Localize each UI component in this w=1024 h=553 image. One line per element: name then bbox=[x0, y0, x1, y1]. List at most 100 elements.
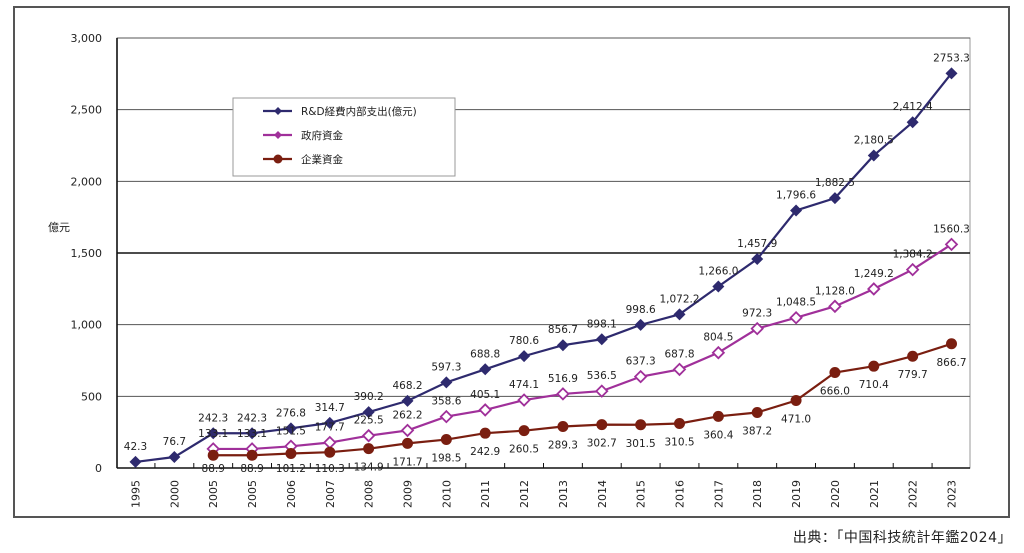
legend-entry: 企業資金 bbox=[301, 153, 343, 166]
data-label: 637.3 bbox=[626, 356, 656, 368]
data-label: 597.3 bbox=[431, 361, 461, 373]
x-tick-label: 2020 bbox=[829, 480, 842, 508]
x-tick-label: 2014 bbox=[596, 480, 609, 508]
data-label: 687.8 bbox=[664, 348, 694, 360]
data-point bbox=[284, 422, 297, 435]
data-point bbox=[517, 393, 531, 407]
legend-marker bbox=[273, 154, 283, 164]
data-point bbox=[595, 333, 608, 346]
data-label: 536.5 bbox=[587, 370, 617, 382]
data-label: 2753.3 bbox=[933, 52, 970, 64]
data-point bbox=[323, 435, 337, 450]
data-label: 387.2 bbox=[742, 426, 772, 438]
data-point bbox=[556, 339, 569, 352]
data-point bbox=[944, 237, 959, 252]
data-point bbox=[634, 318, 647, 331]
data-point bbox=[479, 363, 492, 376]
data-point bbox=[674, 417, 685, 429]
data-point bbox=[246, 449, 258, 461]
series-line bbox=[213, 243, 953, 451]
data-point bbox=[751, 253, 764, 266]
data-point bbox=[362, 406, 375, 419]
data-point bbox=[751, 407, 763, 419]
data-label: 779.7 bbox=[898, 369, 928, 381]
data-label: 898.1 bbox=[587, 318, 617, 330]
data-point bbox=[400, 423, 415, 438]
x-tick-label: 2017 bbox=[712, 480, 725, 508]
data-point bbox=[557, 421, 569, 433]
data-point bbox=[324, 446, 336, 458]
data-label: 1,796.6 bbox=[776, 189, 816, 201]
data-label: 474.1 bbox=[509, 379, 539, 391]
data-label: 972.3 bbox=[742, 308, 772, 320]
data-point bbox=[595, 384, 609, 398]
data-point bbox=[479, 427, 491, 439]
data-label: 666.0 bbox=[820, 386, 850, 398]
x-tick-label: 2008 bbox=[363, 480, 376, 508]
data-label: 1,384.2 bbox=[893, 249, 933, 261]
data-point bbox=[946, 338, 957, 350]
data-point bbox=[789, 310, 803, 325]
data-label: 301.5 bbox=[626, 438, 656, 450]
data-label: 780.6 bbox=[509, 335, 539, 347]
legend-entry: R&D経費内部支出(億元) bbox=[301, 105, 417, 118]
data-label: 133.1 bbox=[237, 428, 267, 440]
x-tick-label: 2000 bbox=[168, 480, 181, 508]
data-label: 360.4 bbox=[703, 429, 733, 441]
data-point bbox=[711, 345, 726, 360]
data-label: 289.3 bbox=[548, 440, 578, 452]
data-label: 390.2 bbox=[354, 391, 384, 403]
legend-marker bbox=[274, 131, 282, 139]
data-label: 688.8 bbox=[470, 348, 500, 360]
data-label: 866.7 bbox=[936, 357, 966, 369]
x-tick-label: 2007 bbox=[324, 480, 337, 508]
y-tick-label: 1,500 bbox=[71, 247, 103, 260]
legend-box bbox=[232, 97, 456, 177]
data-label: 2,180.5 bbox=[854, 134, 894, 146]
data-point bbox=[596, 419, 608, 431]
chart-frame bbox=[13, 6, 1010, 518]
data-point bbox=[478, 403, 492, 417]
data-label: 101.2 bbox=[276, 463, 306, 475]
data-label: 151.5 bbox=[276, 425, 306, 437]
legend-entry: 政府資金 bbox=[301, 129, 343, 142]
data-label: 358.6 bbox=[431, 396, 461, 408]
data-label: 133.1 bbox=[198, 428, 228, 440]
data-point bbox=[361, 428, 376, 443]
data-label: 1,882.5 bbox=[815, 177, 855, 189]
data-point bbox=[246, 427, 259, 440]
source-note: 出典：「中国科技統計年鑑2024」 bbox=[792, 530, 1012, 546]
data-point bbox=[439, 409, 454, 424]
data-point bbox=[556, 387, 570, 401]
data-point bbox=[518, 350, 531, 363]
data-label: 314.7 bbox=[315, 402, 345, 414]
x-tick-label: 2015 bbox=[635, 480, 648, 508]
series-line bbox=[135, 72, 953, 464]
data-point bbox=[828, 192, 841, 205]
data-label: 88.9 bbox=[240, 463, 263, 475]
data-point bbox=[129, 455, 142, 468]
data-label: 310.5 bbox=[664, 436, 694, 448]
data-point bbox=[945, 67, 958, 80]
data-point bbox=[905, 262, 920, 277]
y-axis-label: 億元 bbox=[48, 221, 70, 234]
data-label: 302.7 bbox=[587, 438, 617, 450]
data-point bbox=[635, 419, 647, 431]
data-label: 242.9 bbox=[470, 446, 500, 458]
data-label: 110.3 bbox=[315, 463, 345, 475]
x-tick-label: 1995 bbox=[130, 480, 143, 508]
x-tick-label: 2005 bbox=[246, 480, 259, 508]
data-point bbox=[829, 367, 841, 379]
data-label: 1,072.2 bbox=[659, 293, 699, 305]
data-point bbox=[440, 376, 453, 389]
y-tick-label: 500 bbox=[81, 390, 102, 403]
data-label: 242.3 bbox=[237, 412, 267, 424]
data-point bbox=[440, 434, 452, 446]
data-label: 276.8 bbox=[276, 407, 306, 419]
data-point bbox=[168, 451, 181, 464]
x-tick-label: 2012 bbox=[518, 480, 531, 508]
y-tick-label: 2,500 bbox=[71, 104, 103, 117]
data-label: 171.7 bbox=[392, 456, 422, 468]
y-tick-label: 3,000 bbox=[71, 32, 103, 45]
data-point bbox=[790, 204, 803, 217]
